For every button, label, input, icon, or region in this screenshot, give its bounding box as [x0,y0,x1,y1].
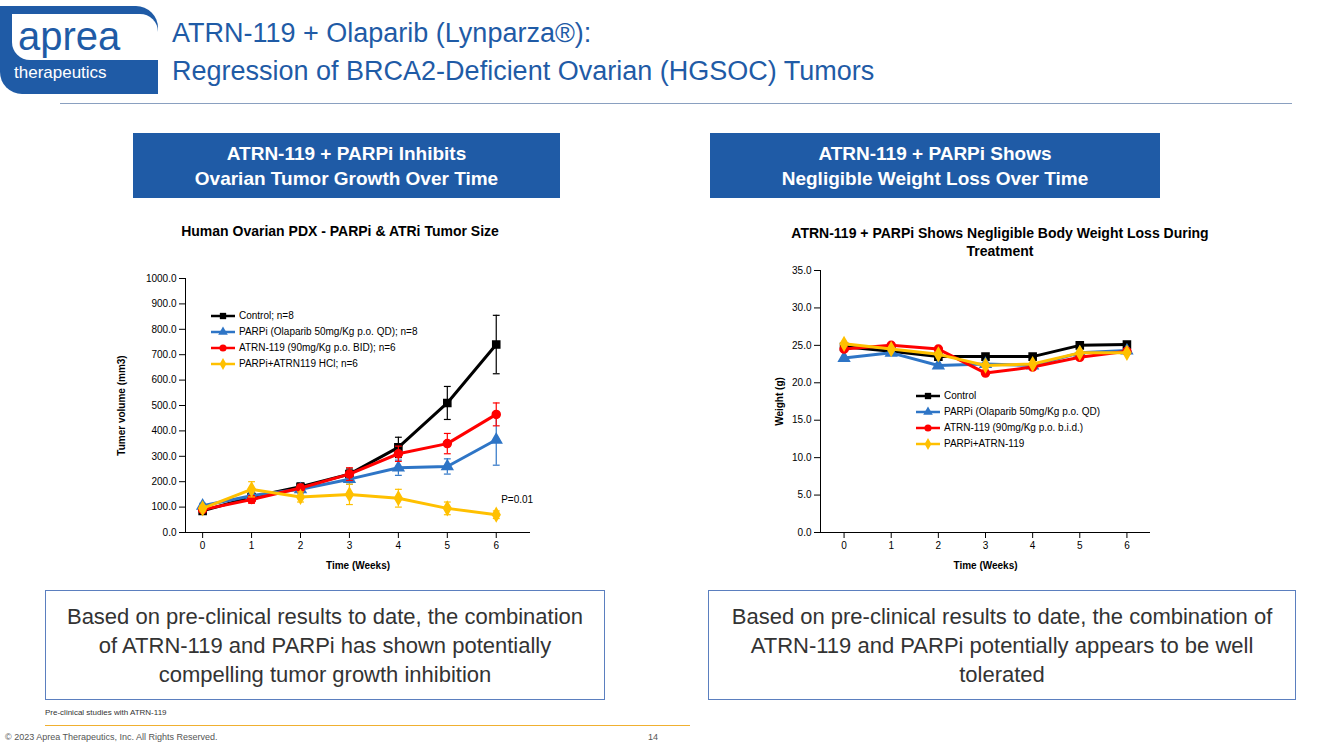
svg-text:0.0: 0.0 [163,527,177,538]
svg-text:1: 1 [888,540,894,551]
svg-text:400.0: 400.0 [151,425,176,436]
svg-text:100.0: 100.0 [151,501,176,512]
svg-text:1: 1 [249,540,255,551]
svg-text:1000.0: 1000.0 [146,273,177,284]
svg-text:6: 6 [493,540,499,551]
svg-text:Time (Weeks): Time (Weeks) [326,560,390,571]
html-text:PARPi (Olaparib 50mg/Kg p.o. Q: PARPi (Olaparib 50mg/Kg p.o. QD); n=8 [239,326,418,337]
svg-text:2: 2 [298,540,304,551]
svg-text:3: 3 [347,540,353,551]
html-text:14: 14 [648,732,658,742]
html-text:therapeutics: therapeutics [14,63,107,82]
svg-text:0.0: 0.0 [798,527,812,538]
svg-text:3: 3 [983,540,989,551]
svg-text:Time (Weeks): Time (Weeks) [953,560,1017,571]
svg-text:6: 6 [1124,540,1130,551]
html-text:Regression of BRCA2-Deficient: Regression of BRCA2-Deficient Ovarian (H… [172,56,875,86]
svg-text:4: 4 [396,540,402,551]
svg-text:4: 4 [1030,540,1036,551]
svg-text:500.0: 500.0 [151,400,176,411]
svg-text:5.0: 5.0 [798,489,812,500]
svg-text:35.0: 35.0 [792,265,812,276]
html-text:ATRN-119 + Olaparib (Lynparza®: ATRN-119 + Olaparib (Lynparza®): [172,18,592,48]
html-text:aprea: aprea [18,14,121,58]
html-text:PARPi+ATRN119 HCl; n=6: PARPi+ATRN119 HCl; n=6 [239,358,358,369]
html-text:PARPi+ATRN-119: PARPi+ATRN-119 [944,437,1025,449]
html-text:Ovarian Tumor Growth Over Time: Ovarian Tumor Growth Over Time [194,167,499,189]
html-text:Based on pre-clinical results: Based on pre-clinical results to date, t… [67,603,583,687]
html-text:Based on pre-clinical results: Based on pre-clinical results to date, t… [731,603,1273,687]
html-text:© 2023 Aprea Therapeutics, Inc: © 2023 Aprea Therapeutics, Inc. All Righ… [5,732,218,742]
svg-text:600.0: 600.0 [151,374,176,385]
svg-text:700.0: 700.0 [151,349,176,360]
html-text:Control: Control [944,389,977,401]
svg-text:0: 0 [841,540,847,551]
svg-text:P=0.01: P=0.01 [501,494,533,505]
svg-text:0: 0 [200,540,206,551]
svg-text:900.0: 900.0 [151,298,176,309]
html-text:ATRN-119 (90mg/Kg p.o. BID); n: ATRN-119 (90mg/Kg p.o. BID); n=6 [239,342,396,353]
svg-text:30.0: 30.0 [792,302,812,313]
html-text:Control; n=8: Control; n=8 [239,310,294,321]
svg-text:15.0: 15.0 [792,414,812,425]
html-text:Pre-clinical studies with ATRN: Pre-clinical studies with ATRN-119 [45,708,167,717]
html-text:Human Ovarian PDX - PARPi & AT: Human Ovarian PDX - PARPi & ATRi Tumor S… [181,223,499,239]
svg-text:20.0: 20.0 [792,377,812,388]
svg-text:5: 5 [1077,540,1083,551]
svg-text:25.0: 25.0 [792,340,812,351]
svg-text:800.0: 800.0 [151,324,176,335]
svg-text:Tumer volume (mm3): Tumer volume (mm3) [116,355,127,455]
svg-text:2: 2 [936,540,942,551]
html-text:ATRN-119 + PARPi Inhibits: ATRN-119 + PARPi Inhibits [226,142,467,164]
svg-text:Weight (g): Weight (g) [774,377,785,426]
svg-text:200.0: 200.0 [151,476,176,487]
html-text:ATRN-119 + PARPi Shows Negligi: ATRN-119 + PARPi Shows Negligible Body W… [791,225,1209,259]
html-text:ATRN-119 + PARPi Shows: ATRN-119 + PARPi Shows [818,142,1052,164]
html-text:ATRN-119 (90mg/Kg p.o. b.i.d.): ATRN-119 (90mg/Kg p.o. b.i.d.) [944,421,1084,433]
svg-text:10.0: 10.0 [792,452,812,463]
svg-text:5: 5 [445,540,451,551]
svg-text:300.0: 300.0 [151,451,176,462]
html-text:PARPi (Olaparib 50mg/Kg p.o. Q: PARPi (Olaparib 50mg/Kg p.o. QD) [944,405,1100,417]
html-text:Negligible Weight Loss Over Ti: Negligible Weight Loss Over Time [781,167,1089,189]
